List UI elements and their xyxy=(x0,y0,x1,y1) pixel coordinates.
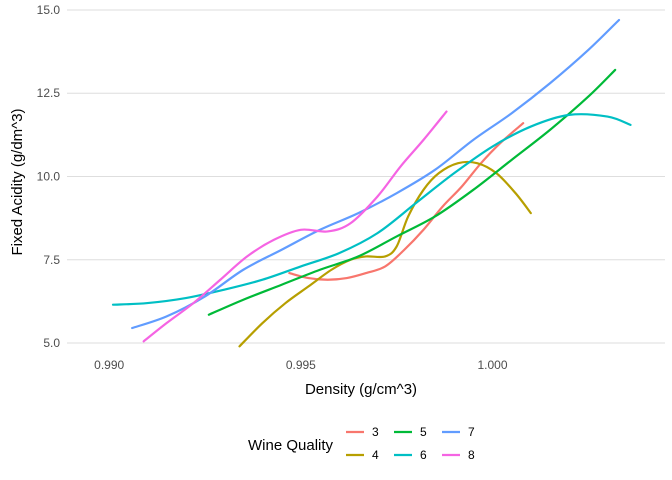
legend-label-quality-3: 3 xyxy=(372,425,379,439)
y-tick-label: 10.0 xyxy=(37,170,61,184)
y-tick-label: 7.5 xyxy=(43,253,60,267)
x-axis-title: Density (g/cm^3) xyxy=(305,381,417,398)
series-line-quality-8 xyxy=(142,110,448,343)
y-tick-label: 15.0 xyxy=(37,3,61,17)
series-line-quality-3 xyxy=(288,122,525,281)
y-tick-label: 12.5 xyxy=(37,86,61,100)
x-tick-label: 0.990 xyxy=(94,358,124,372)
x-tick-label: 0.995 xyxy=(286,358,316,372)
legend-label-quality-5: 5 xyxy=(420,425,427,439)
series-line-quality-4 xyxy=(238,160,532,348)
legend: Wine Quality 3 4 5 6 7 8 xyxy=(248,425,475,462)
legend-label-quality-7: 7 xyxy=(468,425,475,439)
series-lines xyxy=(111,18,632,348)
legend-label-quality-8: 8 xyxy=(468,448,475,462)
legend-label-quality-6: 6 xyxy=(420,448,427,462)
series-line-quality-5 xyxy=(207,68,617,316)
series-line-quality-7 xyxy=(131,18,621,330)
y-axis-title: Fixed Acidity (g/dm^3) xyxy=(9,108,26,255)
tick-labels: 5.0 7.5 10.0 12.5 15.0 0.990 0.995 1.000 xyxy=(37,3,508,372)
y-tick-label: 5.0 xyxy=(43,336,60,350)
grid xyxy=(67,9,665,344)
legend-label-quality-4: 4 xyxy=(372,448,379,462)
series-line-quality-6 xyxy=(111,113,632,306)
legend-title: Wine Quality xyxy=(248,437,334,454)
x-tick-label: 1.000 xyxy=(477,358,507,372)
